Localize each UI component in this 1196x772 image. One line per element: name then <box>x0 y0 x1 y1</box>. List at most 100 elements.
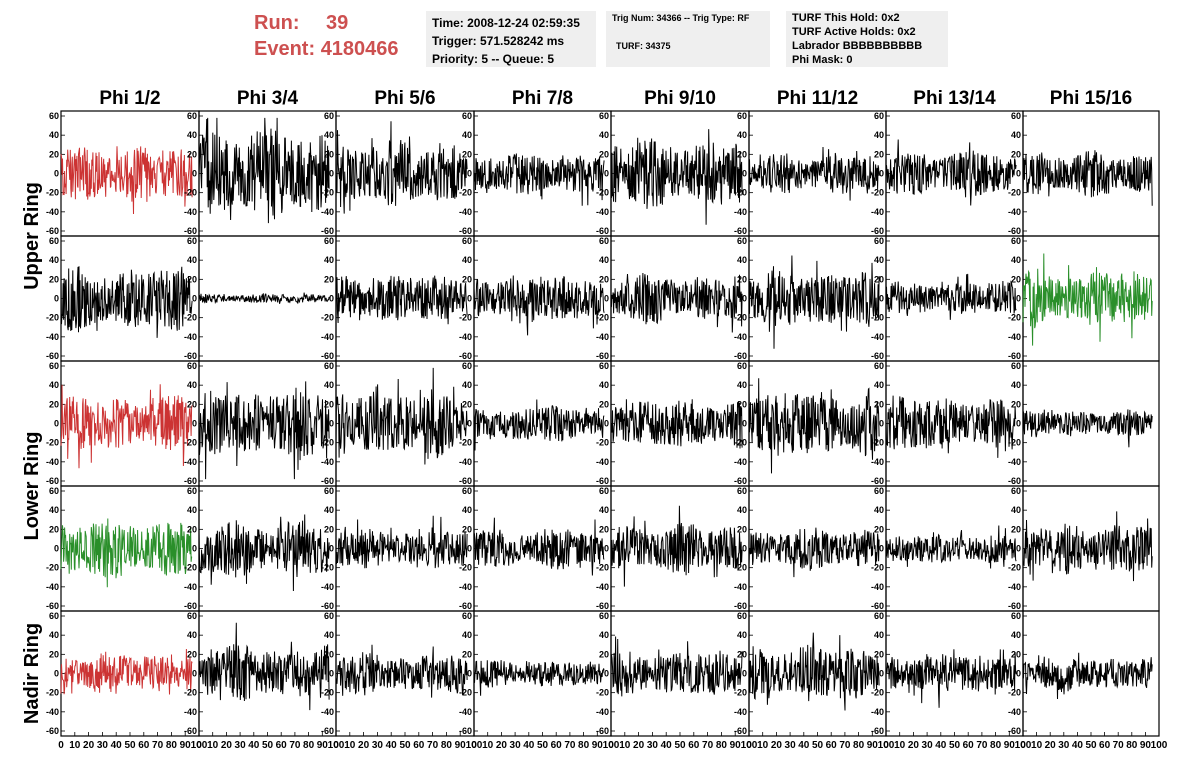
x-tick-label: 30 <box>97 740 109 751</box>
y-tick-label: 20 <box>324 399 334 409</box>
x-tick-label: 0 <box>471 740 477 751</box>
y-tick-label: 0 <box>192 419 197 429</box>
y-tick-label: 20 <box>49 649 59 659</box>
y-tick-label: -60 <box>46 476 59 486</box>
y-tick-label: 60 <box>49 111 59 121</box>
x-tick-label: 60 <box>413 740 425 751</box>
y-tick-label: 40 <box>1011 380 1021 390</box>
y-tick-label: -20 <box>46 188 59 198</box>
waveform-trace <box>60 266 193 338</box>
y-tick-label: 40 <box>1011 630 1021 640</box>
x-tick-label: 100 <box>878 740 895 751</box>
turf-text: TURF: 34375 <box>616 41 671 51</box>
y-tick-label: -20 <box>184 188 197 198</box>
y-tick-label: -60 <box>459 601 472 611</box>
y-tick-label: -20 <box>321 688 334 698</box>
y-tick-label: 40 <box>462 505 472 515</box>
y-tick-label: 20 <box>462 399 472 409</box>
column-title: Phi 11/12 <box>777 88 858 109</box>
y-tick-label: 40 <box>462 380 472 390</box>
waveform-trace <box>473 275 605 336</box>
turf-hold-text: TURF This Hold: 0x2 <box>792 12 900 24</box>
waveform-trace <box>748 255 880 349</box>
x-tick-label: 20 <box>1045 740 1057 751</box>
waveform-panel: 60 40 20 0 -20 -40 -60 <box>46 235 200 362</box>
y-tick-label: -20 <box>46 438 59 448</box>
waveform-panel: 60 40 20 0 -20 -40 -60 <box>46 610 200 737</box>
waveform-panel: 60 40 20 0 -20 -40 -60 <box>871 110 1024 237</box>
x-tick-label: 10 <box>757 740 769 751</box>
y-tick-label: 0 <box>329 419 334 429</box>
y-tick-label: 60 <box>49 486 59 496</box>
row-group-title: Upper Ring <box>21 182 43 290</box>
y-tick-label: 60 <box>1011 111 1021 121</box>
waveform-trace <box>473 660 605 696</box>
y-tick-label: -20 <box>871 563 884 573</box>
waveform-trace <box>610 505 743 587</box>
waveform-panel: 60 40 20 0 -20 -40 -60 <box>596 485 750 612</box>
y-tick-label: -60 <box>321 226 334 236</box>
y-tick-label: 60 <box>462 111 472 121</box>
x-tick-label: 70 <box>152 740 164 751</box>
y-tick-label: -40 <box>46 582 59 592</box>
x-tick-label: 50 <box>674 740 686 751</box>
turf-info-box: TURF This Hold: 0x2 TURF Active Holds: 0… <box>786 11 948 67</box>
y-tick-label: 0 <box>1016 169 1021 179</box>
waveform-panel: 60 40 20 0 -20 -40 -60 <box>871 360 1024 487</box>
y-tick-label: -20 <box>459 313 472 323</box>
y-tick-label: -40 <box>184 707 197 717</box>
y-tick-label: 0 <box>604 669 609 679</box>
column-title: Phi 1/2 <box>99 88 160 109</box>
y-tick-label: 20 <box>599 524 609 534</box>
waveform-panel: 60 40 20 0 -20 -40 -60 <box>459 110 612 237</box>
y-tick-label: 60 <box>49 361 59 371</box>
x-tick-label: 40 <box>935 740 947 751</box>
column-title: Phi 13/14 <box>913 88 996 109</box>
y-tick-label: -20 <box>46 688 59 698</box>
y-tick-label: 60 <box>874 486 884 496</box>
waveform-panel: 60 40 20 0 -20 -40 -60 <box>1008 485 1160 612</box>
x-tick-label: 60 <box>1099 740 1111 751</box>
waveform-panel: 60 40 20 0 -20 -40 -60 <box>46 360 200 487</box>
x-tick-label: 70 <box>976 740 988 751</box>
x-tick-label: 10 <box>1031 740 1043 751</box>
y-tick-label: -60 <box>321 726 334 736</box>
y-tick-label: 40 <box>187 130 197 140</box>
y-tick-label: -20 <box>46 313 59 323</box>
y-tick-label: -60 <box>734 601 747 611</box>
y-tick-label: 20 <box>737 524 747 534</box>
waveform-trace <box>610 636 743 697</box>
x-tick-label: 10 <box>207 740 219 751</box>
y-tick-label: 60 <box>599 611 609 621</box>
waveform-trace <box>885 273 1017 320</box>
waveform-panel: 60 40 20 0 -20 -40 -60 <box>596 110 750 237</box>
y-tick-label: 20 <box>49 149 59 159</box>
y-tick-label: 40 <box>874 255 884 265</box>
y-tick-label: -40 <box>596 707 609 717</box>
y-tick-label: 60 <box>462 361 472 371</box>
y-tick-label: 0 <box>742 294 747 304</box>
y-tick-label: -20 <box>596 188 609 198</box>
y-tick-label: -60 <box>321 351 334 361</box>
x-tick-label: 90 <box>730 740 742 751</box>
priority-text: Priority: 5 -- Queue: 5 <box>432 52 555 66</box>
y-tick-label: 0 <box>604 419 609 429</box>
y-tick-label: -20 <box>459 563 472 573</box>
y-tick-label: -40 <box>871 707 884 717</box>
y-tick-label: -60 <box>459 476 472 486</box>
run-event-header: Run: 39 Event: 4180466 <box>254 10 399 62</box>
y-tick-label: 40 <box>49 630 59 640</box>
y-tick-label: 20 <box>462 149 472 159</box>
y-tick-label: -40 <box>734 457 747 467</box>
y-tick-label: 20 <box>874 149 884 159</box>
y-tick-label: -20 <box>734 438 747 448</box>
y-tick-label: 60 <box>1011 236 1021 246</box>
y-tick-label: 40 <box>324 630 334 640</box>
waveform-trace <box>198 622 330 711</box>
y-tick-label: 20 <box>737 274 747 284</box>
waveform-panel: 60 40 20 0 -20 -40 -60 <box>46 110 200 237</box>
y-tick-label: 60 <box>737 486 747 496</box>
waveform-trace <box>748 146 880 201</box>
y-tick-label: -20 <box>871 188 884 198</box>
waveform-trace <box>198 117 330 224</box>
